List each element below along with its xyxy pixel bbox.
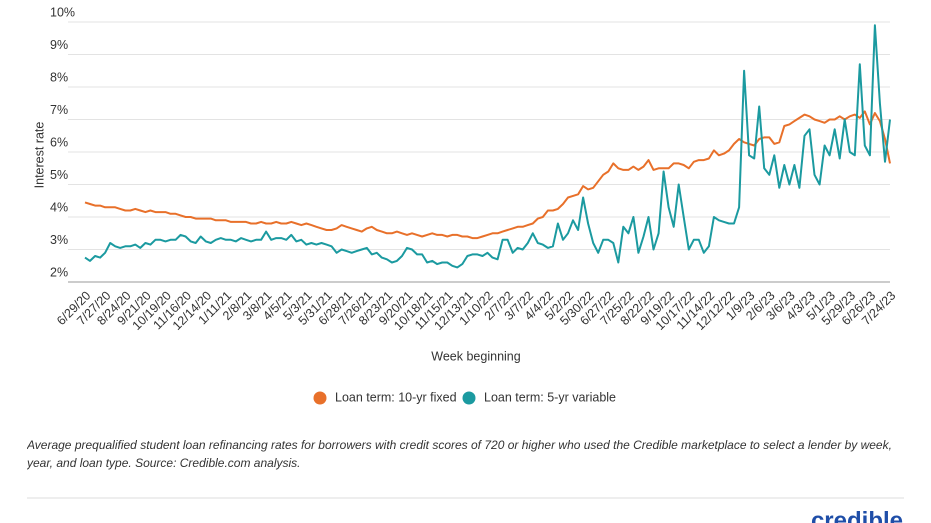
caption: Average prequalified student loan refina…	[27, 438, 892, 470]
y-tick-label: 8%	[50, 70, 68, 84]
y-tick-label: 5%	[50, 168, 68, 182]
y-tick-label: 2%	[50, 265, 68, 279]
series-line	[84, 24, 891, 269]
y-tick-label: 10%	[50, 5, 75, 19]
legend-swatch	[313, 391, 327, 405]
legend-label: Loan term: 10-yr fixed	[335, 390, 457, 404]
brand-logo: credible	[811, 507, 903, 523]
y-tick-label: 6%	[50, 135, 68, 149]
y-tick-label: 3%	[50, 233, 68, 247]
caption-box: Average prequalified student loan refina…	[27, 438, 892, 470]
legend-label: Loan term: 5-yr variable	[484, 390, 616, 404]
x-axis-label: Week beginning	[431, 349, 520, 363]
legend-swatch	[462, 391, 476, 405]
y-tick-label: 4%	[50, 200, 68, 214]
y-axis-label: Interest rate	[32, 122, 46, 189]
y-tick-label: 9%	[50, 38, 68, 52]
y-tick-label: 7%	[50, 103, 68, 117]
